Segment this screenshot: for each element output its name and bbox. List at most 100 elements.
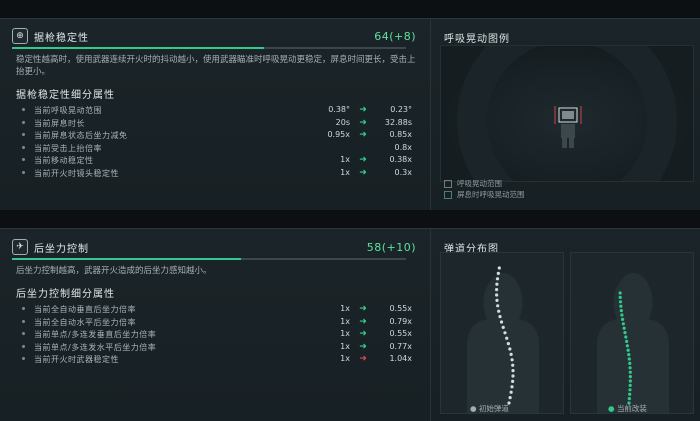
bullet-icon (22, 307, 25, 310)
bullet-icon (22, 170, 25, 174)
current-spread-dot (627, 397, 631, 401)
attribute-row: 当前开火时武器稳定性 1x ➜ 1.04x (12, 354, 422, 367)
stability-rows: 当前呼吸晃动范围 0.38° ➜ 0.23° 当前屏息时长 20s ➜ 32.88s 当前屏息状… (12, 105, 422, 180)
attribute-new-value: 0.85x (389, 130, 412, 139)
attribute-label: 当前单点/多连发水平后坐力倍率 (34, 342, 157, 352)
current-spread-dot (628, 370, 632, 374)
initial-spread-dot (503, 331, 507, 335)
initial-spread-dot (495, 277, 500, 281)
attribute-new-value: 0.77x (389, 341, 412, 351)
stability-header: ⊕ 据枪稳定性 64(+8) (12, 27, 422, 45)
arrow-right-icon: ➜ (359, 105, 367, 115)
initial-spread-dot (496, 304, 500, 308)
attribute-label: 当前呼吸晃动范围 (34, 106, 102, 115)
sway-figure (457, 46, 677, 181)
attribute-label: 当前屏息时长 (34, 118, 85, 128)
current-spread-dot (627, 357, 631, 361)
attribute-new-value: 0.55x (389, 329, 412, 338)
legend-swatch (444, 191, 452, 199)
attribute-row: 当前呼吸晃动范围 0.38° ➜ 0.23° (12, 105, 422, 118)
initial-spread-dot (508, 396, 512, 400)
legend-swatch (444, 180, 452, 188)
bullet-icon (22, 133, 25, 136)
current-spread-dot (618, 300, 623, 304)
initial-spread-dot (511, 369, 515, 373)
bullet-icon (22, 344, 25, 348)
stability-bar-fill (12, 47, 265, 49)
arrow-right-icon: ➜ (359, 304, 367, 314)
current-spread-dot (619, 304, 623, 308)
sway-panel-title: 呼吸晃动图例 (444, 34, 510, 45)
attribute-base-value: 1x (340, 341, 350, 351)
initial-spread-dot (498, 315, 502, 319)
legend-label-sway: 呼吸晃动范围 (457, 179, 502, 188)
current-spread-dot (627, 401, 631, 405)
initial-spread-pane (440, 252, 564, 414)
initial-spread-dot (497, 309, 501, 313)
sway-legend-1: 呼吸晃动范围 (444, 178, 502, 189)
initial-spread-dot (510, 358, 514, 362)
current-spread-dot (628, 383, 632, 387)
initial-spread-dot (505, 336, 509, 340)
attribute-new-value: 0.3x (394, 167, 412, 177)
initial-spread-label: ● 初始弹道 (470, 404, 509, 413)
attribute-new-value: 0.55x (389, 304, 412, 313)
attribute-label: 当前开火时镜头稳定性 (34, 168, 119, 178)
recoil-rows: 当前全自动垂直后坐力倍率 1x ➜ 0.55x 当前全自动水平后坐力倍率 1x ➜ 0.79x… (12, 304, 422, 367)
arrow-right-icon: ➜ (359, 341, 367, 352)
initial-spread-dot (497, 266, 501, 270)
spread-panel-title: 弹道分布图 (444, 244, 499, 255)
top-strip (0, 0, 700, 18)
recoil-bar (12, 258, 406, 260)
stability-description: 稳定性越高时，使用武器连续开火时的抖动越小，使用武器瞄准时呼吸晃动更稳定，屏息时… (16, 55, 416, 77)
arrow-right-icon: ➜ (359, 329, 367, 339)
current-spread-dot (622, 326, 626, 330)
attribute-base-value: 0.95x (327, 130, 350, 139)
initial-spread-text: 初始弹道 (478, 404, 509, 413)
attribute-base-value: 1x (340, 316, 350, 326)
bullet-icon (22, 319, 25, 323)
bullet-icon (22, 332, 25, 335)
attribute-new-value: 0.8x (394, 142, 412, 152)
initial-spread-dot (494, 288, 499, 292)
arrow-right-icon: ➜ (359, 155, 367, 165)
initial-spread-dot (499, 320, 504, 324)
attribute-label: 当前单点/多连发垂直后坐力倍率 (34, 330, 157, 339)
attribute-new-value: 32.88s (384, 117, 412, 127)
attribute-row: 当前单点/多连发垂直后坐力倍率 1x ➜ 0.55x (12, 329, 422, 342)
recoil-description: 后坐力控制越高，武器开火造成的后坐力感知越小。 (16, 266, 212, 276)
current-spread-dot (626, 348, 630, 352)
recoil-panel: ✈ 后坐力控制 58(+10) 后坐力控制越高，武器开火造成的后坐力感知越小。 … (12, 238, 422, 367)
attribute-label: 当前开火时武器稳定性 (34, 355, 119, 364)
current-spread-text: 当前改装 (616, 404, 647, 413)
attribute-base-value: 1x (340, 155, 350, 164)
bullet-icon (22, 158, 25, 161)
current-spread-label: ● 当前改装 (608, 403, 647, 414)
initial-spread-dot (495, 298, 499, 302)
bullet-icon (22, 120, 25, 124)
initial-spread-dot (496, 271, 500, 275)
current-spread-pane (570, 252, 694, 414)
recoil-detail-title: 后坐力控制细分属性 (16, 289, 115, 300)
initial-spread-dot (509, 352, 513, 356)
attribute-row: 当前全自动水平后坐力倍率 1x ➜ 0.79x (12, 317, 422, 330)
initial-spread-dot (511, 363, 515, 367)
initial-spread-dot (495, 293, 499, 297)
recoil-score: 58(+10) (366, 240, 416, 254)
initial-spread-dot (511, 374, 515, 378)
initial-spread-dot (509, 390, 513, 394)
stability-title: 据枪稳定性 (34, 32, 89, 44)
attribute-new-value: 0.79x (389, 316, 412, 326)
section-divider (430, 229, 431, 421)
initial-spread-dot (501, 325, 505, 329)
arrow-right-icon: ➜ (359, 316, 367, 327)
current-spread-dot (618, 291, 622, 295)
sway-diagram (440, 45, 694, 182)
spread-diagram: ● 初始弹道 ● 当前改装 (440, 252, 694, 414)
attribute-base-value: 1x (340, 354, 350, 363)
recoil-header: ✈ 后坐力控制 58(+10) (12, 238, 422, 256)
recoil-bar-fill (12, 258, 241, 260)
sway-legend-2: 屏息时呼吸晃动范围 (444, 189, 525, 200)
current-spread-dot (624, 335, 628, 339)
current-spread-dot (627, 353, 631, 357)
